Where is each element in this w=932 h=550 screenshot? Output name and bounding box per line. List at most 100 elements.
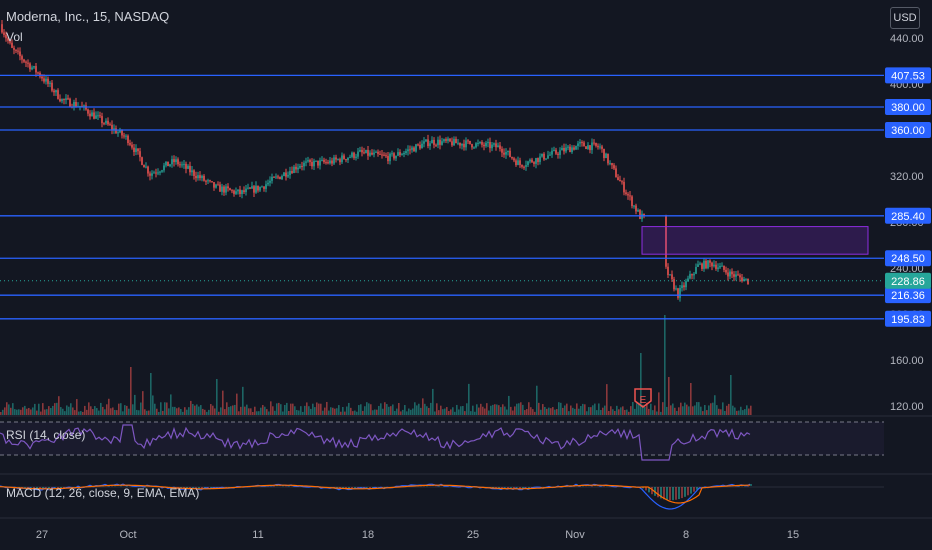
macd-histogram-bar [45, 487, 47, 488]
candle-body [501, 148, 503, 153]
volume-bar [504, 406, 506, 415]
earnings-marker-label: E [640, 395, 647, 406]
candle-body [69, 98, 71, 107]
candle-body [307, 160, 309, 162]
candle-body [229, 188, 231, 191]
volume-bar [612, 409, 614, 415]
volume-bar [294, 406, 296, 415]
candle-body [361, 150, 363, 153]
candle-body [479, 142, 481, 144]
volume-bar [310, 408, 312, 415]
candle-body [639, 210, 641, 219]
volume-bar [432, 388, 434, 415]
macd-histogram-bar [522, 487, 524, 489]
volume-bar [334, 408, 336, 415]
price-tick-label: 160.00 [890, 355, 924, 367]
candle-body [339, 159, 341, 163]
candle-body [271, 176, 273, 181]
macd-histogram-bar [519, 487, 521, 489]
volume-bar [64, 411, 66, 415]
candle-body [191, 170, 193, 173]
candle-body [605, 153, 607, 159]
macd-histogram-bar [354, 487, 356, 488]
candle-body [177, 159, 179, 165]
candle-body [219, 184, 221, 192]
candle-body [673, 279, 675, 290]
candle-body [331, 160, 333, 164]
candle-body [137, 148, 139, 152]
candle-body [243, 190, 245, 193]
volume-bar [746, 405, 748, 415]
macd-histogram-bar [360, 487, 362, 488]
volume-bar [508, 395, 510, 415]
candle-body [611, 163, 613, 166]
volume-bar [4, 407, 6, 415]
volume-bar [400, 411, 402, 415]
volume-bar [598, 403, 600, 415]
volume-bar [72, 407, 74, 415]
volume-bar [610, 406, 612, 415]
candle-body [409, 149, 411, 151]
candle-body [145, 166, 147, 168]
volume-bar [146, 410, 148, 415]
volume-bar [658, 392, 660, 415]
candle-body [267, 182, 269, 185]
volume-bar [40, 411, 42, 415]
macd-histogram-bar [690, 487, 692, 494]
candle-body [717, 267, 719, 269]
volume-bar [386, 404, 388, 415]
candle-body [549, 154, 551, 156]
time-tick-label: 18 [362, 529, 374, 541]
candle-body [577, 143, 579, 147]
volume-bar [302, 411, 304, 415]
volume-bar [540, 409, 542, 415]
candle-body [187, 165, 189, 169]
macd-histogram-bar [672, 487, 674, 501]
horizontal-levels [0, 74, 884, 320]
volume-bar [410, 409, 412, 415]
candle-body [573, 147, 575, 150]
volume-bar [706, 410, 708, 415]
candle-body [691, 274, 693, 276]
volume-bar [98, 410, 100, 415]
candle-body [365, 149, 367, 153]
candle-body [11, 42, 13, 48]
candle-body [485, 142, 487, 147]
candle-body [705, 260, 707, 269]
candle-body [287, 175, 289, 177]
candle-body [405, 151, 407, 154]
macd-histogram-bar [39, 487, 41, 489]
currency-button[interactable]: USD [890, 7, 920, 29]
level-price-label: 216.36 [891, 290, 925, 302]
volume-bar [668, 377, 670, 415]
candle-body [507, 150, 509, 153]
candle-body [135, 148, 137, 153]
candle-body [99, 115, 101, 117]
candle-body [489, 142, 491, 149]
volume-bar [728, 403, 730, 415]
candle-body [503, 152, 505, 155]
volume-bar [680, 402, 682, 415]
macd-histogram-bar [33, 487, 35, 489]
volume-bar [404, 405, 406, 415]
volume-bar [518, 403, 520, 415]
candle-body [217, 184, 219, 186]
candle-body [449, 138, 451, 142]
candle-body [351, 152, 353, 157]
volume-bar [312, 403, 314, 415]
candle-body [195, 175, 197, 179]
candle-body [669, 274, 671, 276]
candle-body [531, 159, 533, 163]
volume-bar [536, 385, 538, 415]
macd-histogram-bar [681, 487, 683, 499]
volume-bar [528, 402, 530, 415]
volume-bar [242, 386, 244, 415]
volume-bar [18, 409, 20, 415]
volume-bar [160, 402, 162, 415]
macd-histogram-bar [342, 487, 344, 488]
volume-bar [594, 403, 596, 415]
volume-bar [224, 409, 226, 415]
candle-body [131, 144, 133, 148]
volume-bar [654, 405, 656, 415]
